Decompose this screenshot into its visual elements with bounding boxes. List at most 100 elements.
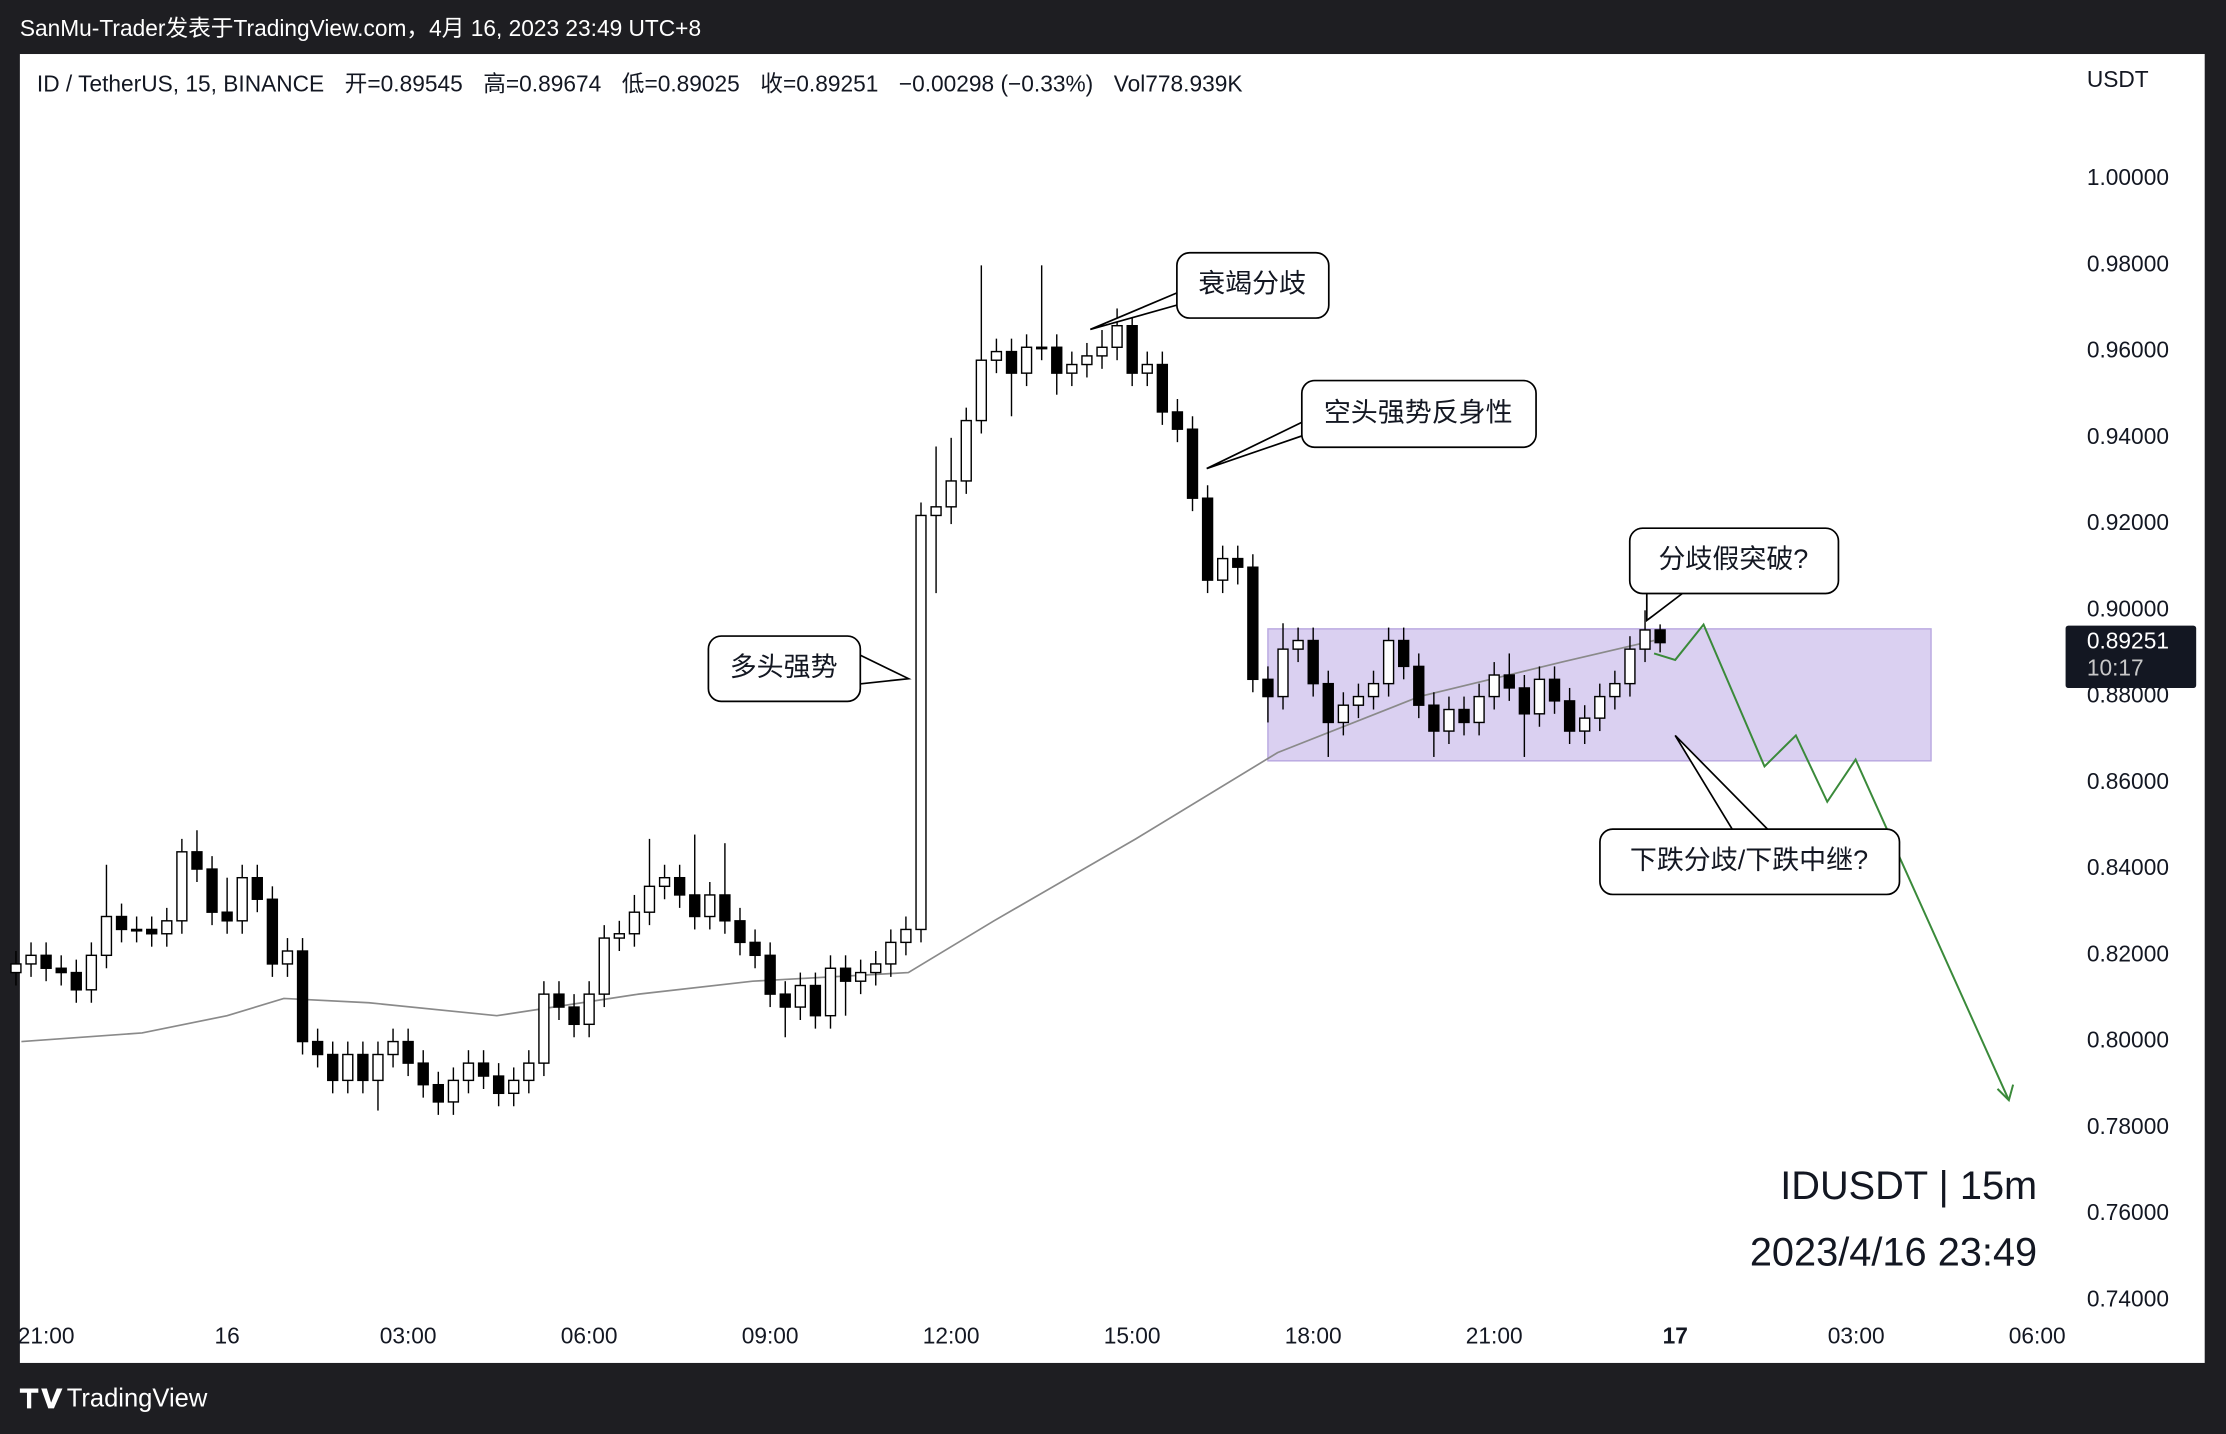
legend-open: 开=0.89545: [345, 70, 463, 96]
candle-body: [402, 1040, 414, 1064]
candle-body: [115, 915, 128, 931]
legend-low: 低=0.89025: [622, 70, 740, 96]
candle-body: [447, 1079, 460, 1103]
annotation: 分歧假突破?: [1658, 544, 1808, 574]
candle-body: [311, 1040, 324, 1056]
candle-body: [1005, 350, 1018, 374]
candle-body: [1563, 700, 1576, 732]
y-tick-label: 0.82000: [2087, 940, 2169, 966]
candle-body: [281, 950, 294, 965]
candle-body: [764, 954, 776, 995]
candle-body: [1579, 717, 1591, 732]
candle-body: [1609, 682, 1621, 698]
last-price: 0.89251: [2087, 628, 2169, 654]
candle-body: [1292, 639, 1304, 650]
candle-body: [1413, 665, 1425, 706]
y-tick-label: 0.84000: [2087, 854, 2169, 880]
candle-body: [839, 967, 852, 982]
legend-high: 高=0.89674: [483, 70, 601, 96]
candle-body: [1352, 695, 1365, 706]
candle-body: [1051, 346, 1063, 374]
callout: 多头强势: [707, 635, 912, 703]
candle-body: [1020, 346, 1033, 374]
candle-body: [1639, 629, 1651, 650]
y-tick-label: 0.86000: [2087, 768, 2169, 794]
candle-body: [1186, 428, 1199, 499]
candle-body: [342, 1053, 354, 1082]
candle-body: [960, 419, 972, 482]
candle-body: [146, 928, 158, 935]
candle-body: [372, 1053, 384, 1082]
candle-body: [1443, 708, 1455, 732]
candle-body: [1171, 411, 1184, 430]
candle-body: [1156, 363, 1169, 413]
annotation: 多头强势: [730, 652, 838, 682]
candle-body: [1428, 704, 1440, 732]
candle-body: [85, 954, 98, 991]
candle-body: [1277, 648, 1289, 698]
candle-body: [492, 1075, 505, 1095]
candle-body: [296, 950, 309, 1043]
x-tick-label: 06:00: [2009, 1322, 2066, 1348]
y-tick-label: 0.94000: [2087, 423, 2169, 449]
candle-body: [794, 984, 807, 1008]
candle-body: [1217, 557, 1229, 581]
y-tick-label: 0.80000: [2087, 1027, 2169, 1053]
x-tick-label: 06:00: [561, 1322, 618, 1348]
candle-body: [673, 876, 686, 896]
candle-body: [1503, 674, 1515, 689]
y-tick-label: 1.00000: [2087, 164, 2169, 190]
candle-body: [749, 941, 761, 957]
callout: 下跌分歧/下跌中继?: [1599, 734, 1901, 896]
candle-body: [975, 359, 988, 422]
candle-body: [915, 514, 927, 931]
footer-brand: TradingView: [67, 1385, 208, 1413]
watermark-symbol: IDUSDT | 15m: [1780, 1164, 2037, 1208]
candle-body: [1654, 629, 1666, 644]
candle-body: [462, 1062, 475, 1082]
x-tick-label: 18:00: [1285, 1322, 1342, 1348]
countdown: 10:17: [2087, 655, 2144, 681]
candle-body: [1473, 695, 1485, 724]
x-tick-label: 16: [214, 1322, 239, 1348]
candle-body: [236, 876, 248, 922]
x-tick-label: 15:00: [1104, 1322, 1161, 1348]
candle-body: [1624, 648, 1636, 685]
candle-body: [613, 933, 625, 939]
candle-body: [1367, 682, 1380, 698]
candle-body: [1307, 639, 1319, 685]
candle-body: [417, 1062, 429, 1086]
annotation: 衰竭分歧: [1198, 269, 1306, 299]
candle-body: [945, 480, 957, 508]
legend: ID / TetherUS, 15, BINANCE 开=0.89545 高=0…: [37, 70, 1243, 96]
axes: 0.74000 0.76000 0.78000 0.80000 0.82000 0.840…: [18, 164, 2197, 1348]
watermark-date: 2023/4/16 23:49: [1750, 1231, 2037, 1275]
y-tick-label: 0.92000: [2087, 509, 2169, 535]
candle-body: [1141, 363, 1153, 374]
candle-body: [1126, 324, 1138, 374]
candle-body: [568, 1006, 580, 1026]
candle-body: [130, 928, 143, 932]
y-tick-label: 0.76000: [2087, 1199, 2169, 1225]
candle-body: [1533, 678, 1546, 715]
candle-body: [523, 1062, 535, 1082]
candle-body: [70, 971, 82, 991]
candle-body: [251, 876, 263, 900]
candle-body: [930, 506, 942, 517]
x-tick-label: 21:00: [18, 1322, 75, 1348]
candle-body: [870, 963, 882, 974]
candle-body: [10, 963, 22, 974]
moving-average: [21, 639, 1655, 1043]
y-tick-label: 0.98000: [2087, 250, 2169, 276]
candle-body: [1458, 708, 1470, 724]
x-tick-label: 03:00: [1828, 1322, 1885, 1348]
candle-body: [643, 885, 656, 913]
legend-close: 收=0.89251: [760, 70, 878, 96]
candle-body: [432, 1083, 444, 1103]
legend-volume: Vol778.939K: [1114, 70, 1243, 96]
x-tick-label: 17: [1663, 1322, 1688, 1348]
candle-body: [176, 851, 188, 922]
candle-body: [885, 941, 897, 965]
candle-body: [1322, 682, 1334, 724]
